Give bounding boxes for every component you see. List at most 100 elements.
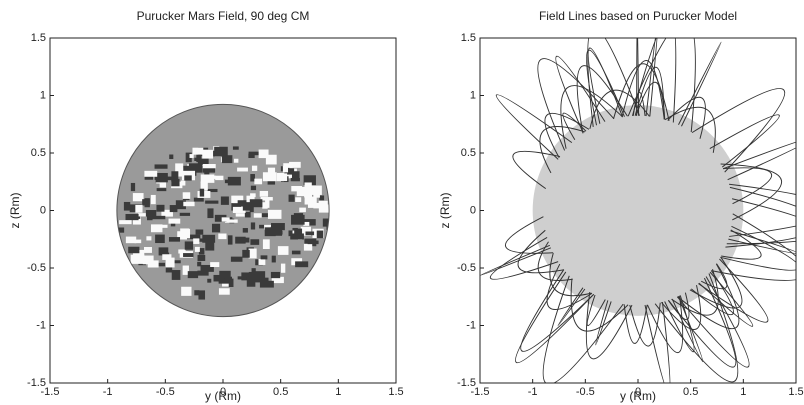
field-patch <box>123 201 131 211</box>
field-line <box>515 271 595 364</box>
field-line <box>722 141 796 181</box>
field-patch <box>161 209 173 217</box>
field-patch <box>125 213 139 221</box>
field-patch <box>276 172 284 182</box>
chart-title: Purucker Mars Field, 90 deg CM <box>137 9 310 23</box>
field-patch <box>291 250 301 255</box>
field-line <box>729 183 796 237</box>
field-patch <box>262 172 277 182</box>
field-patch <box>154 164 168 169</box>
field-line <box>671 268 719 316</box>
field-patch <box>316 230 324 239</box>
field-line <box>728 230 796 254</box>
field-line <box>537 58 615 151</box>
field-patch <box>158 224 168 228</box>
field-patch <box>219 270 231 279</box>
field-patch <box>244 237 250 243</box>
field-patch <box>193 238 200 244</box>
field-patch <box>156 188 167 192</box>
field-patch <box>291 186 302 192</box>
x-tick-label: -1.5 <box>41 386 60 398</box>
field-line <box>635 81 666 120</box>
y-tick-label: 0 <box>470 204 476 216</box>
field-patch <box>159 176 173 181</box>
field-patch <box>207 278 212 283</box>
field-line <box>557 287 586 327</box>
field-patch <box>197 270 209 276</box>
field-patch <box>222 281 230 287</box>
planet-disk <box>532 105 744 316</box>
field-patch <box>288 230 293 237</box>
field-line <box>585 49 625 126</box>
field-patch <box>249 199 263 208</box>
field-line <box>489 237 559 280</box>
field-line <box>505 216 554 254</box>
field-patch <box>319 195 325 201</box>
field-patch <box>232 146 239 150</box>
field-patch <box>183 201 195 207</box>
field-patch <box>294 228 303 238</box>
field-patch <box>260 255 268 260</box>
x-tick-label: -0.5 <box>156 386 175 398</box>
field-patch <box>264 224 276 230</box>
field-patch <box>168 218 181 224</box>
y-axis-label: z (Rm) <box>438 193 452 229</box>
field-patch <box>237 200 248 207</box>
field-patch <box>250 222 256 230</box>
field-patch <box>280 263 286 273</box>
field-patch <box>156 204 165 212</box>
field-patch <box>232 195 242 205</box>
field-line <box>539 126 586 174</box>
field-patch <box>254 277 269 283</box>
x-tick-label: 0.5 <box>273 386 288 398</box>
field-patch <box>202 164 216 169</box>
y-tick-label: 0.5 <box>461 147 476 159</box>
field-patch <box>185 229 191 239</box>
field-line <box>512 150 561 190</box>
field-patch <box>248 248 257 259</box>
field-patch <box>258 258 266 265</box>
field-patch <box>150 194 156 205</box>
field-patch <box>215 175 224 181</box>
field-line <box>570 278 629 332</box>
field-patch <box>295 261 309 268</box>
field-map <box>116 104 330 317</box>
field-patch <box>165 257 175 268</box>
field-patch <box>304 182 312 191</box>
field-patch <box>171 260 181 264</box>
field-line <box>537 241 573 281</box>
field-patch <box>184 175 192 181</box>
field-line <box>629 302 661 347</box>
field-patch <box>171 178 180 187</box>
field-patch <box>271 223 285 231</box>
field-line <box>544 113 590 158</box>
x-tick-label: -1.5 <box>471 386 490 398</box>
field-patch <box>300 226 312 236</box>
field-patch <box>200 174 215 183</box>
field-patch <box>289 161 301 168</box>
y-axis-label: z (Rm) <box>8 193 22 229</box>
field-patch <box>282 173 288 182</box>
field-patch <box>271 276 284 284</box>
x-tick-label: 0 <box>220 386 226 398</box>
field-line <box>546 263 593 310</box>
field-patch <box>183 165 197 176</box>
field-patch <box>233 158 239 163</box>
field-patch <box>147 213 153 221</box>
y-tick-label: 0 <box>40 204 46 216</box>
field-patch <box>225 219 238 223</box>
field-line <box>495 94 573 160</box>
field-patch <box>116 227 125 233</box>
y-tick-label: 1 <box>40 89 46 101</box>
field-patch <box>282 165 289 173</box>
field-patch <box>196 154 202 163</box>
field-line <box>587 38 640 128</box>
x-tick-label: 0 <box>635 386 641 398</box>
field-patch <box>195 229 204 235</box>
field-lines <box>480 38 796 383</box>
field-line <box>689 256 743 309</box>
field-patch <box>214 146 228 157</box>
field-patch <box>253 213 262 218</box>
field-patch <box>145 210 157 217</box>
